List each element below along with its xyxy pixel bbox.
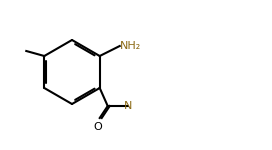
- Text: N: N: [123, 101, 132, 111]
- Text: NH₂: NH₂: [120, 41, 141, 51]
- Text: O: O: [93, 122, 102, 132]
